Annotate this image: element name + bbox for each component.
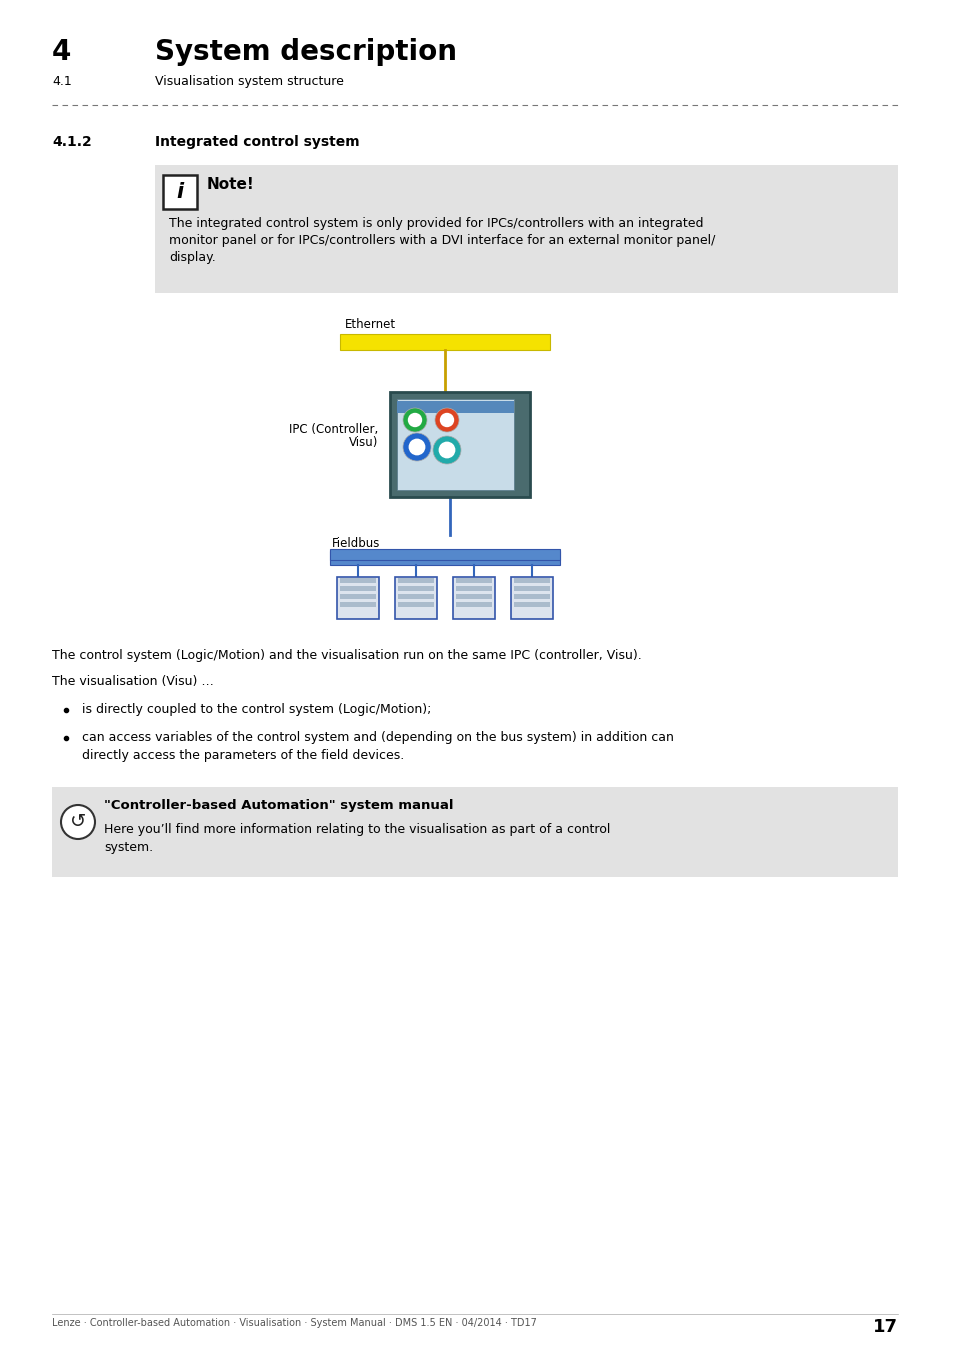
Text: i: i [176, 182, 183, 202]
Circle shape [402, 408, 427, 432]
Bar [453, 576, 495, 620]
Bar [397, 602, 434, 608]
Bar [397, 594, 434, 599]
Bar [339, 578, 375, 583]
Circle shape [61, 805, 95, 838]
FancyBboxPatch shape [390, 392, 530, 497]
Text: IPC (Controller,: IPC (Controller, [289, 423, 377, 436]
Text: system.: system. [104, 841, 153, 855]
Circle shape [438, 441, 455, 459]
Bar [163, 176, 196, 209]
Text: directly access the parameters of the field devices.: directly access the parameters of the fi… [82, 749, 404, 761]
Text: ↺: ↺ [70, 813, 86, 832]
Bar [397, 586, 434, 591]
Circle shape [407, 413, 422, 427]
Text: display.: display. [169, 251, 215, 265]
Text: is directly coupled to the control system (Logic/Motion);: is directly coupled to the control syste… [82, 703, 431, 716]
Text: 17: 17 [872, 1318, 897, 1336]
Bar [456, 602, 492, 608]
Bar [456, 578, 492, 583]
Bar [511, 576, 553, 620]
Bar [52, 787, 897, 878]
Text: System description: System description [154, 38, 456, 66]
Text: Visu): Visu) [348, 436, 377, 450]
Text: 4.1.2: 4.1.2 [52, 135, 91, 148]
Circle shape [435, 408, 458, 432]
Text: 4.1: 4.1 [52, 76, 71, 88]
Bar [330, 548, 559, 560]
Text: Here you’ll find more information relating to the visualisation as part of a con: Here you’ll find more information relati… [104, 824, 610, 836]
Text: "Controller-based Automation" system manual: "Controller-based Automation" system man… [104, 799, 453, 811]
Bar [396, 401, 514, 413]
Text: Visualisation system structure: Visualisation system structure [154, 76, 343, 88]
Bar [514, 594, 550, 599]
Text: Note!: Note! [207, 177, 254, 192]
Text: can access variables of the control system and (depending on the bus system) in : can access variables of the control syst… [82, 730, 673, 744]
Bar [339, 602, 375, 608]
Bar [154, 165, 897, 293]
Circle shape [433, 436, 460, 464]
Bar [395, 576, 436, 620]
Bar [514, 602, 550, 608]
Text: Fieldbus: Fieldbus [332, 537, 380, 549]
Circle shape [402, 433, 431, 460]
Text: 4: 4 [52, 38, 71, 66]
Circle shape [408, 439, 425, 455]
Bar [396, 400, 514, 490]
Bar [456, 586, 492, 591]
Text: Lenze · Controller-based Automation · Visualisation · System Manual · DMS 1.5 EN: Lenze · Controller-based Automation · Vi… [52, 1318, 537, 1328]
Text: The visualisation (Visu) …: The visualisation (Visu) … [52, 675, 213, 688]
Bar [514, 578, 550, 583]
Bar [397, 578, 434, 583]
Text: The integrated control system is only provided for IPCs/controllers with an inte: The integrated control system is only pr… [169, 217, 702, 230]
Circle shape [439, 413, 454, 427]
Text: Integrated control system: Integrated control system [154, 135, 359, 148]
Bar [339, 333, 550, 350]
Text: Ethernet: Ethernet [345, 319, 395, 331]
Bar [339, 586, 375, 591]
Text: monitor panel or for IPCs/controllers with a DVI interface for an external monit: monitor panel or for IPCs/controllers wi… [169, 234, 715, 247]
Bar [336, 576, 378, 620]
Text: The control system (Logic/Motion) and the visualisation run on the same IPC (con: The control system (Logic/Motion) and th… [52, 649, 641, 662]
Bar [514, 586, 550, 591]
Bar [330, 551, 559, 566]
Bar [339, 594, 375, 599]
Bar [456, 594, 492, 599]
